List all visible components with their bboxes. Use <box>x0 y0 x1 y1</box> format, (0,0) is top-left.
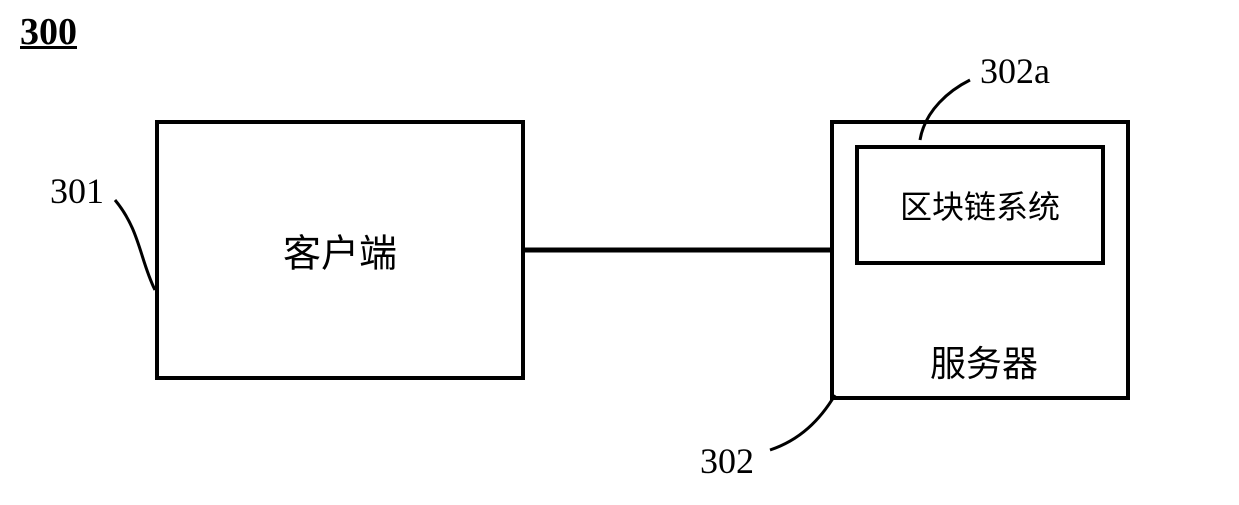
client-box: 客户端 <box>155 120 525 380</box>
blockchain-box: 区块链系统 <box>855 145 1105 265</box>
blockchain-box-label: 区块链系统 <box>900 182 1060 228</box>
ref-302a-label: 302a <box>980 50 1050 92</box>
ref-301-label: 301 <box>50 170 104 212</box>
client-box-label: 客户端 <box>283 223 397 278</box>
ref-301-leader <box>115 200 155 290</box>
figure-number: 300 <box>20 10 77 54</box>
ref-302-leader <box>770 395 835 450</box>
ref-302-label: 302 <box>700 440 754 482</box>
server-box-label: 服务器 <box>930 335 1038 387</box>
